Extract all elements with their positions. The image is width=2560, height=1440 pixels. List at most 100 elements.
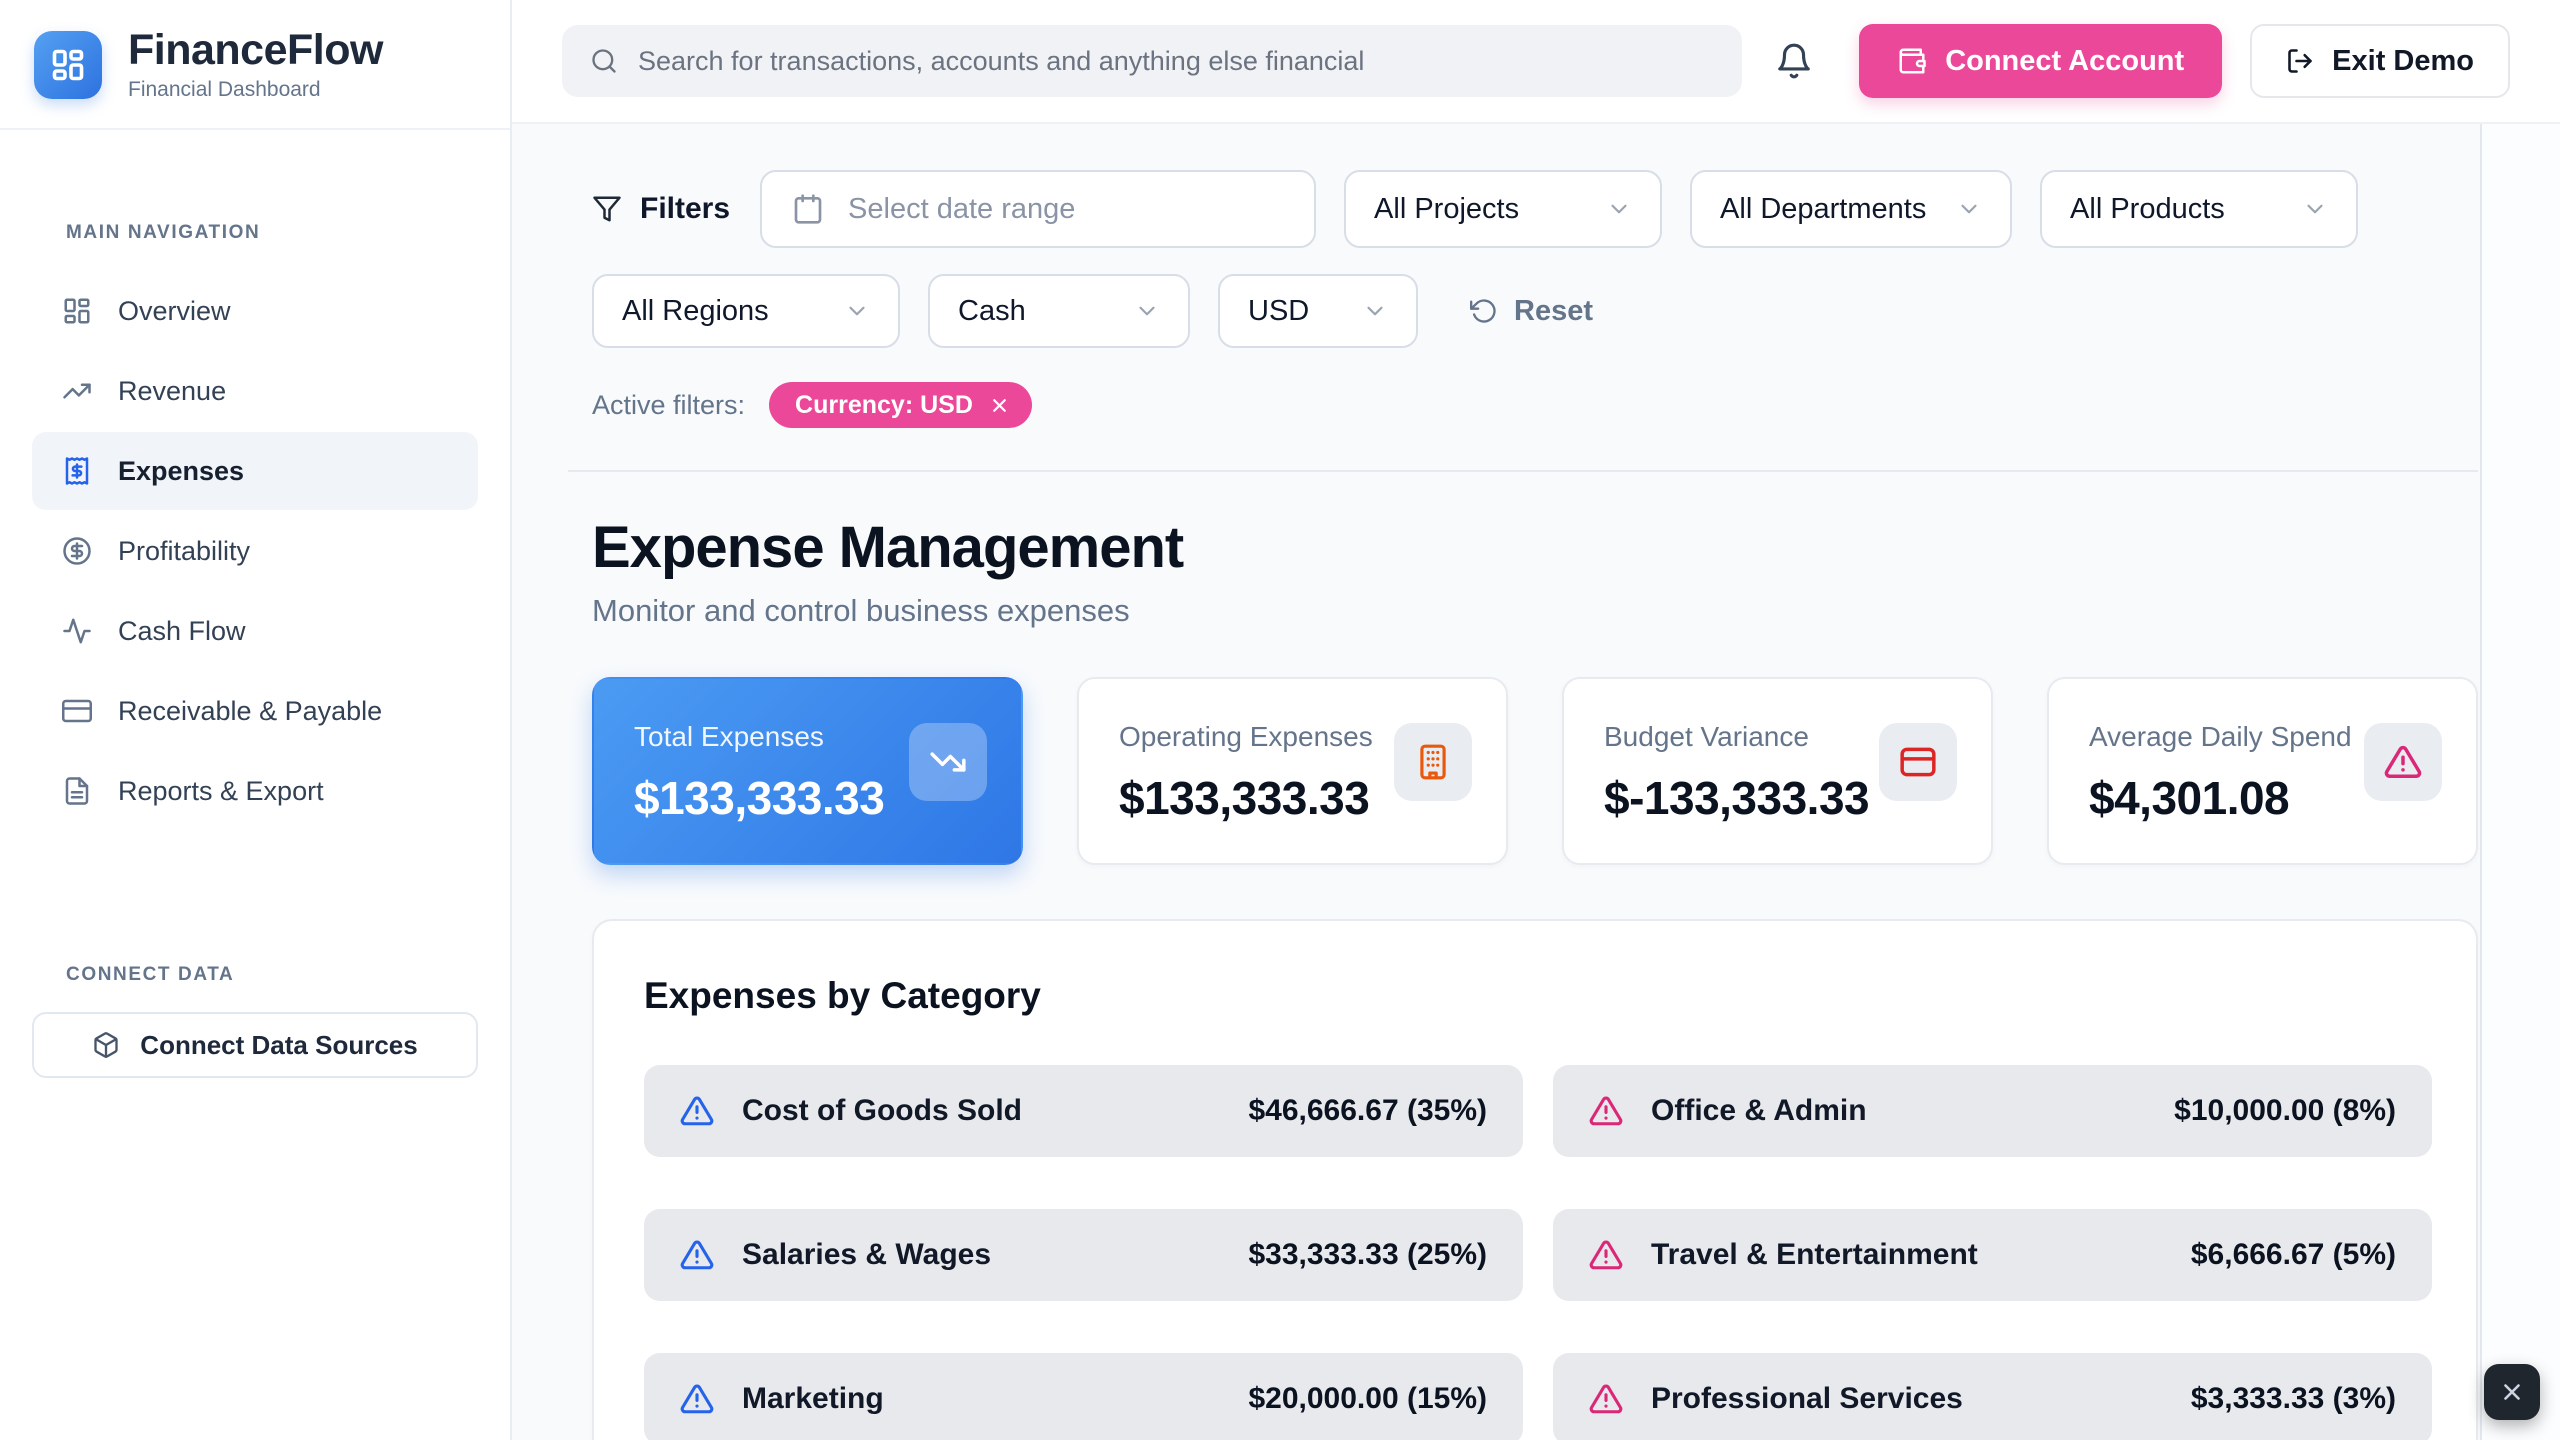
stat-value: $-133,333.33 — [1604, 772, 1870, 824]
expenses-by-category-panel: Expenses by Category Cost of Goods Sold … — [592, 919, 2478, 1440]
category-grid: Cost of Goods Sold $46,666.67 (35%) Offi… — [644, 1065, 2432, 1440]
category-row-office-admin[interactable]: Office & Admin $10,000.00 (8%) — [1553, 1065, 2432, 1157]
close-overlay-button[interactable] — [2484, 1364, 2540, 1420]
logout-icon — [2288, 49, 2312, 73]
file-text-icon — [65, 777, 89, 805]
alert-triangle-icon — [680, 1240, 714, 1270]
stat-label: Average Daily Spend — [2089, 721, 2352, 752]
chevron-down-icon — [1611, 204, 1627, 214]
projects-select[interactable]: All Projects — [1344, 170, 1663, 248]
search-input[interactable] — [638, 45, 1714, 77]
products-select[interactable]: All Products — [2040, 170, 2359, 248]
payment-type-select[interactable]: Cash — [928, 274, 1190, 348]
sidebar-item-profitability[interactable]: Profitability — [32, 512, 478, 590]
calendar-icon — [794, 194, 822, 224]
notifications-button[interactable] — [1775, 42, 1813, 80]
category-panel-title: Expenses by Category — [644, 975, 1041, 1016]
sidebar-item-expenses[interactable]: Expenses — [32, 432, 478, 511]
filters-caption: Filters — [592, 192, 730, 226]
connect-account-label: Connect Account — [1945, 44, 2185, 77]
credit-card-icon — [1900, 747, 1936, 777]
stat-icon-box — [1394, 723, 1472, 801]
connect-account-button[interactable]: Connect Account — [1859, 24, 2223, 98]
category-label: Professional Services — [1651, 1382, 1963, 1415]
category-row-salaries-wages[interactable]: Salaries & Wages $33,333.33 (25%) — [644, 1209, 1523, 1301]
category-row-travel-entertainment[interactable]: Travel & Entertainment $6,666.67 (5%) — [1553, 1209, 2432, 1301]
sidebar: FinanceFlow Financial Dashboard MAIN NAV… — [0, 0, 512, 1440]
sidebar-item-receivable-payable[interactable]: Receivable & Payable — [32, 672, 478, 750]
sidebar-item-revenue[interactable]: Revenue — [32, 352, 478, 430]
category-value: $6,666.67 (5%) — [2190, 1238, 2396, 1271]
stat-label: Total Expenses — [634, 721, 824, 752]
close-icon — [2504, 1384, 2520, 1400]
regions-select-value: All Regions — [622, 294, 769, 327]
reset-filters-button[interactable]: Reset — [1470, 295, 1593, 328]
main-navigation: Overview Revenue Expenses Profitability … — [0, 272, 510, 832]
trending-down-icon — [930, 752, 966, 772]
chevron-down-icon — [1139, 306, 1155, 316]
alert-triangle-icon — [1589, 1240, 1623, 1270]
main-area: Connect Account Exit Demo Filters All Pr… — [512, 0, 2560, 1440]
circle-dollar-icon — [63, 537, 91, 565]
category-row-professional-services[interactable]: Professional Services $3,333.33 (3%) — [1553, 1353, 2432, 1440]
active-filters-label: Active filters: — [592, 389, 746, 420]
topbar: Connect Account Exit Demo — [512, 0, 2560, 124]
currency-filter-chip: Currency: USD — [769, 382, 1032, 428]
search-icon — [592, 49, 616, 73]
category-label: Travel & Entertainment — [1651, 1238, 1978, 1271]
chevron-down-icon — [2307, 204, 2323, 214]
filters-row-2: All Regions Cash USD Reset — [592, 274, 2478, 348]
close-icon — [992, 398, 1006, 412]
package-icon — [94, 1032, 118, 1059]
chevron-down-icon — [849, 306, 865, 316]
stat-card-operating-expenses[interactable]: Operating Expenses $133,333.33 — [1077, 677, 1508, 865]
date-range-input[interactable] — [848, 192, 1285, 226]
reset-label: Reset — [1514, 294, 1593, 327]
sidebar-item-reports-export[interactable]: Reports & Export — [32, 752, 478, 830]
exit-demo-label: Exit Demo — [2332, 44, 2474, 77]
currency-select[interactable]: USD — [1218, 274, 1418, 348]
sidebar-item-label: Overview — [118, 295, 231, 326]
stat-label: Budget Variance — [1604, 721, 1809, 752]
payment-type-select-value: Cash — [958, 294, 1026, 327]
stat-card-average-daily-spend[interactable]: Average Daily Spend $4,301.08 — [2047, 677, 2478, 865]
layout-dashboard-icon — [52, 49, 84, 81]
projects-select-value: All Projects — [1374, 192, 1520, 225]
building-icon — [1420, 744, 1446, 780]
filters-title: Filters — [640, 192, 731, 225]
exit-demo-button[interactable]: Exit Demo — [2250, 24, 2510, 98]
stat-cards: Total Expenses $133,333.33 Operating Exp… — [592, 677, 2478, 865]
category-label: Office & Admin — [1651, 1094, 1867, 1127]
alert-triangle-icon — [1589, 1096, 1623, 1126]
stat-value: $133,333.33 — [1119, 772, 1370, 824]
regions-select[interactable]: All Regions — [592, 274, 900, 348]
app-tagline: Financial Dashboard — [128, 78, 321, 102]
sidebar-item-cash-flow[interactable]: Cash Flow — [32, 592, 478, 670]
scrollbar-gutter[interactable] — [2480, 124, 2560, 1440]
category-value: $20,000.00 (15%) — [1248, 1382, 1487, 1415]
stat-value: $133,333.33 — [634, 772, 885, 824]
products-select-value: All Products — [2070, 192, 2225, 225]
category-row-cost-of-goods-sold[interactable]: Cost of Goods Sold $46,666.67 (35%) — [644, 1065, 1523, 1157]
sidebar-item-label: Cash Flow — [118, 615, 246, 646]
page-title: Expense Management — [592, 515, 1184, 580]
category-row-marketing[interactable]: Marketing $20,000.00 (15%) — [644, 1353, 1523, 1440]
activity-icon — [63, 618, 91, 644]
date-range-field — [760, 170, 1317, 248]
sidebar-item-overview[interactable]: Overview — [32, 272, 478, 350]
stat-card-budget-variance[interactable]: Budget Variance $-133,333.33 — [1562, 677, 1993, 865]
stat-card-total-expenses[interactable]: Total Expenses $133,333.33 — [592, 677, 1023, 865]
stat-label: Operating Expenses — [1119, 721, 1373, 752]
connect-data-sources-button[interactable]: Connect Data Sources — [32, 1012, 478, 1079]
sidebar-item-label: Reports & Export — [118, 775, 324, 806]
departments-select[interactable]: All Departments — [1690, 170, 2013, 248]
sidebar-item-label: Receivable & Payable — [118, 695, 383, 726]
category-value: $10,000.00 (8%) — [2174, 1094, 2396, 1127]
filters-row-1: Filters All Projects All Departments All… — [592, 170, 2478, 248]
category-label: Salaries & Wages — [742, 1238, 992, 1271]
alert-triangle-icon — [680, 1384, 714, 1414]
section-divider — [568, 470, 2478, 472]
stat-icon-box — [1879, 723, 1957, 801]
alert-triangle-icon — [680, 1096, 714, 1126]
remove-currency-filter-button[interactable] — [989, 395, 1010, 416]
